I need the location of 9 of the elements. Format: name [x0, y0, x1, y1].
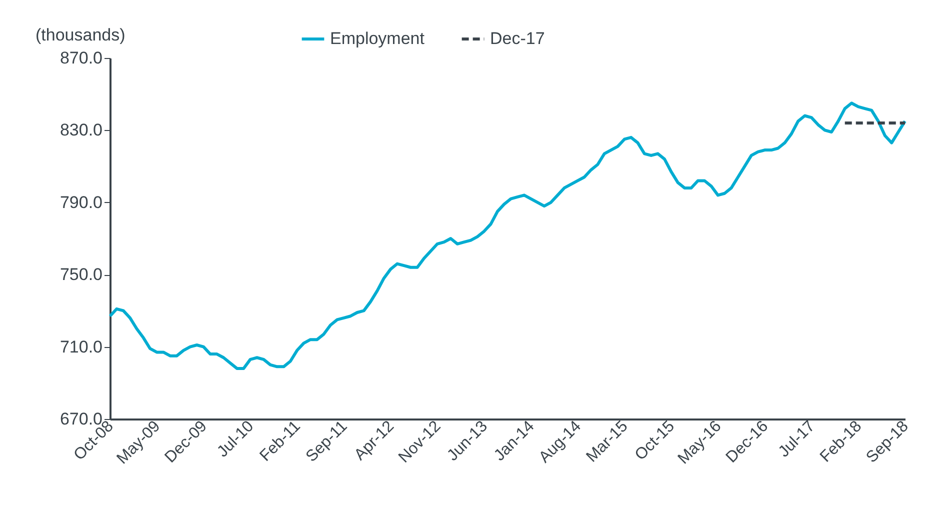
- y-tick-label: 830.0: [60, 120, 102, 140]
- line-series: [108, 102, 906, 370]
- y-tick-label: 710.0: [60, 337, 102, 356]
- legend-label: Employment: [330, 29, 425, 48]
- legend-label: Dec-17: [490, 29, 545, 48]
- y-axis-title: (thousands): [36, 26, 126, 44]
- y-tick-label: 870.0: [60, 48, 102, 68]
- y-tick-label: 790.0: [60, 192, 102, 212]
- y-tick-label: 750.0: [60, 265, 102, 284]
